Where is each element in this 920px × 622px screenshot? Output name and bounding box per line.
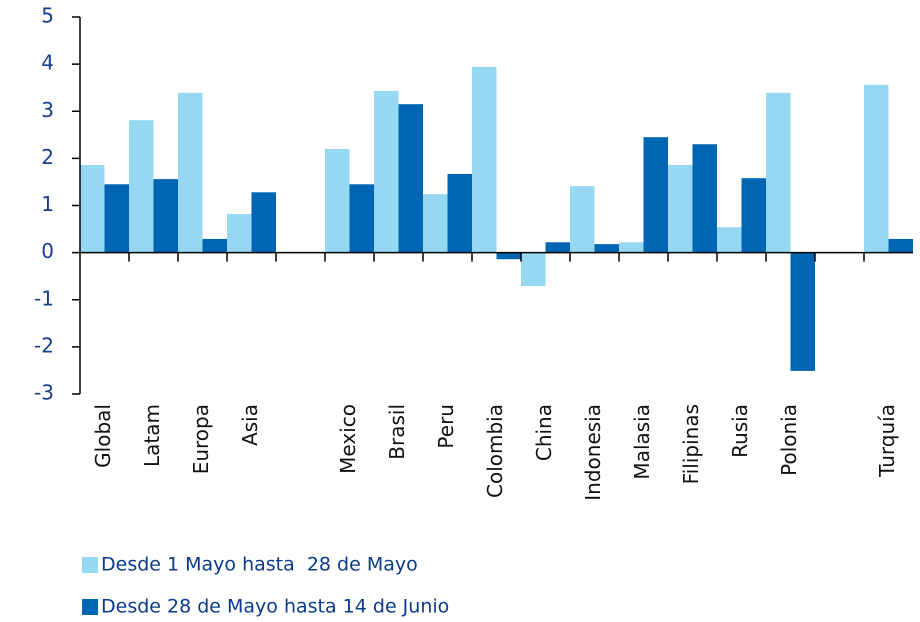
- bar: [447, 173, 472, 253]
- x-tick-label: Rusia: [728, 404, 752, 458]
- bar: [594, 244, 619, 253]
- y-tick-label: 5: [41, 4, 54, 28]
- x-tick-label: Indonesia: [581, 404, 605, 501]
- x-tick-label: Latam: [140, 404, 164, 467]
- bar: [521, 252, 546, 287]
- bar: [398, 104, 423, 253]
- x-tick-label: Global: [91, 404, 115, 468]
- bar: [374, 90, 399, 253]
- y-tick-label: 4: [41, 51, 54, 75]
- y-tick-label: -3: [34, 381, 54, 405]
- x-tick-label: Polonia: [777, 404, 801, 476]
- y-tick-label: 2: [41, 145, 54, 169]
- x-tick-label: Filipinas: [679, 404, 703, 484]
- bar: [349, 184, 374, 253]
- y-tick-label: -1: [34, 286, 54, 310]
- bar: [178, 92, 203, 253]
- y-tick-label: 1: [41, 192, 54, 216]
- y-tick-label: 0: [41, 239, 54, 263]
- bar: [153, 179, 178, 253]
- bar: [692, 144, 717, 253]
- bar: [545, 242, 570, 253]
- x-tick-label: Colombia: [483, 404, 507, 498]
- bar: [496, 252, 521, 260]
- x-tick-label: China: [532, 404, 556, 461]
- x-tick-label: Mexico: [336, 404, 360, 474]
- bar: [717, 227, 742, 253]
- legend-label: Desde 28 de Mayo hasta 14 de Junio: [101, 596, 449, 618]
- x-tick-label: Turquía: [875, 404, 899, 478]
- bar: [570, 186, 595, 253]
- x-tick-label: Malasia: [630, 404, 654, 480]
- bar: [251, 192, 276, 253]
- bar: [472, 66, 497, 253]
- legend-swatch: [82, 599, 98, 615]
- bar: [129, 120, 154, 253]
- bar: [325, 148, 350, 253]
- bar: [619, 242, 644, 253]
- x-tick-label: Brasil: [385, 404, 409, 460]
- legend-label: Desde 1 Mayo hasta 28 de Mayo: [101, 554, 418, 576]
- bar: [668, 164, 693, 253]
- bar: [766, 92, 791, 253]
- bar: [423, 194, 448, 253]
- x-tick-label: Peru: [434, 404, 458, 449]
- bar: [864, 84, 889, 253]
- bar: [888, 238, 913, 253]
- bar: [741, 178, 766, 253]
- bar: [104, 184, 129, 253]
- x-tick-label: Asia: [238, 404, 262, 446]
- bar: [202, 238, 227, 253]
- x-tick-label: Europa: [189, 404, 213, 474]
- y-tick-label: -2: [34, 333, 54, 357]
- bar: [227, 213, 252, 253]
- legend-swatch: [82, 557, 98, 573]
- bar: [80, 164, 105, 253]
- bar: [790, 252, 815, 371]
- bar: [643, 137, 668, 253]
- y-tick-label: 3: [41, 98, 54, 122]
